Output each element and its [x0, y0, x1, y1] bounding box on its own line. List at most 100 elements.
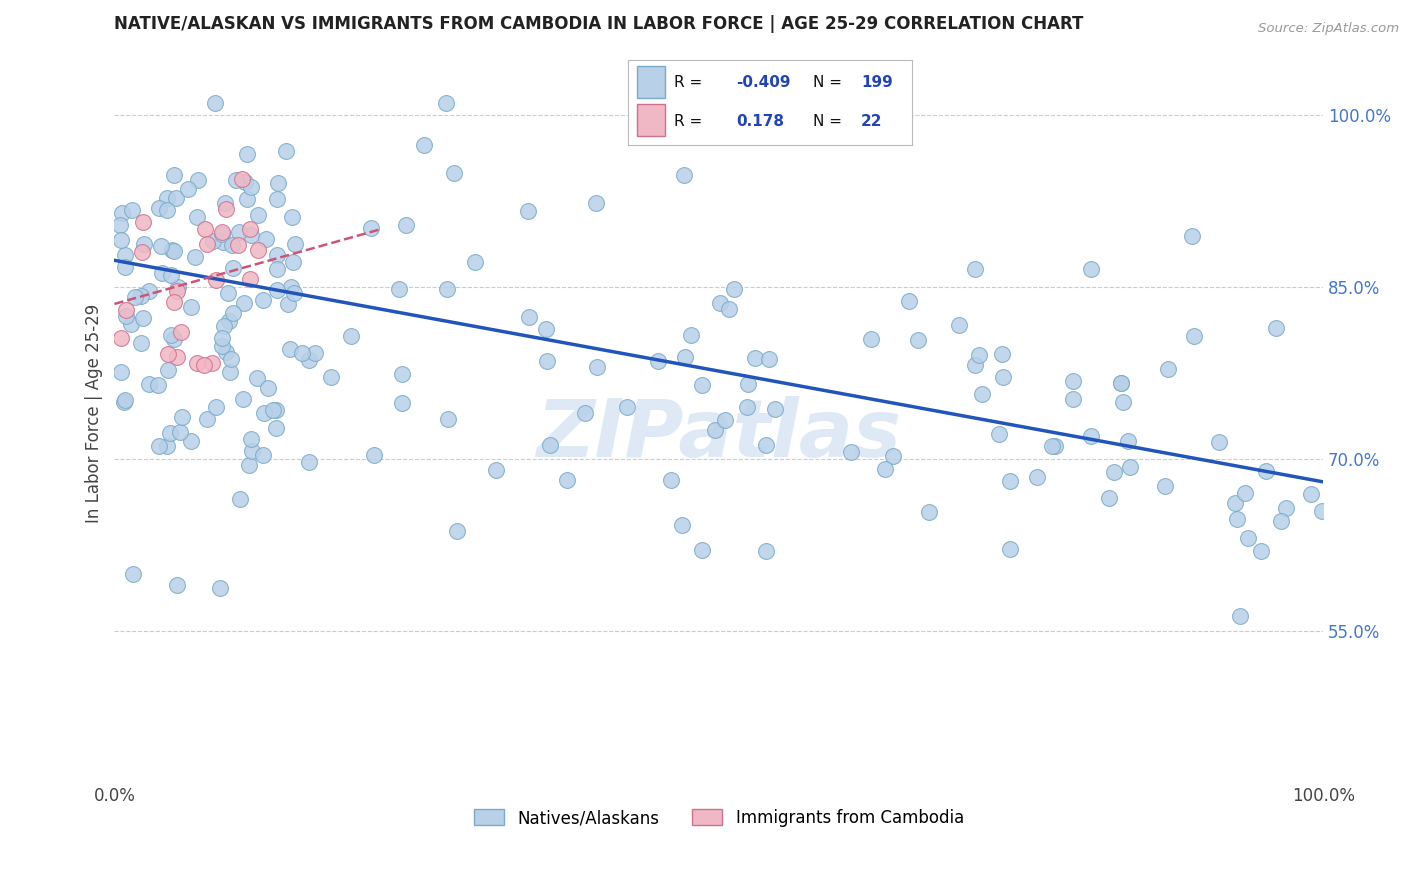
Point: [266, 192, 288, 206]
Point: [233, 175, 256, 189]
Point: [217, 286, 239, 301]
Point: [304, 346, 326, 360]
Point: [586, 360, 609, 375]
Point: [882, 449, 904, 463]
Point: [212, 319, 235, 334]
Point: [129, 335, 152, 350]
Point: [737, 377, 759, 392]
Point: [159, 268, 181, 282]
Point: [157, 347, 180, 361]
Point: [225, 173, 247, 187]
Point: [679, 327, 702, 342]
Point: [239, 227, 262, 242]
Point: [1208, 435, 1230, 450]
Point: [236, 146, 259, 161]
Point: [1265, 321, 1288, 335]
Point: [744, 351, 766, 365]
Point: [167, 280, 190, 294]
Point: [221, 306, 243, 320]
Point: [690, 378, 713, 392]
Point: [246, 208, 269, 222]
Point: [150, 239, 173, 253]
Point: [340, 329, 363, 343]
Point: [967, 348, 990, 362]
Point: [434, 96, 457, 111]
Point: [395, 218, 418, 232]
Point: [714, 413, 737, 427]
Point: [517, 310, 540, 324]
Point: [1025, 470, 1047, 484]
Point: [148, 377, 170, 392]
Point: [110, 331, 132, 345]
Point: [585, 195, 607, 210]
Point: [155, 439, 177, 453]
Point: [1112, 395, 1135, 409]
Point: [918, 504, 941, 518]
Point: [218, 365, 240, 379]
Point: [215, 345, 238, 359]
Point: [195, 236, 218, 251]
Point: [998, 474, 1021, 488]
Point: [671, 518, 693, 533]
Point: [157, 362, 180, 376]
Point: [690, 543, 713, 558]
Point: [221, 238, 243, 252]
Point: [1229, 609, 1251, 624]
Point: [534, 322, 557, 336]
Point: [165, 191, 187, 205]
Point: [1270, 514, 1292, 528]
Point: [201, 356, 224, 370]
Point: [132, 215, 155, 229]
Point: [236, 193, 259, 207]
Point: [1182, 328, 1205, 343]
Point: [212, 235, 235, 249]
Point: [1275, 501, 1298, 516]
Point: [120, 317, 142, 331]
Point: [110, 365, 132, 379]
Point: [266, 262, 288, 277]
Point: [204, 96, 226, 111]
Point: [160, 327, 183, 342]
Point: [970, 386, 993, 401]
Point: [1109, 376, 1132, 390]
Point: [1116, 434, 1139, 449]
Point: [1080, 429, 1102, 443]
Point: [129, 289, 152, 303]
Point: [163, 244, 186, 259]
Point: [262, 402, 284, 417]
Point: [574, 406, 596, 420]
Point: [148, 439, 170, 453]
Point: [413, 138, 436, 153]
Point: [238, 458, 260, 473]
Point: [1080, 261, 1102, 276]
Point: [1157, 362, 1180, 376]
Point: [965, 261, 987, 276]
Point: [1109, 376, 1132, 390]
Point: [231, 171, 253, 186]
Point: [1098, 491, 1121, 505]
Point: [291, 345, 314, 359]
Point: [132, 311, 155, 326]
Point: [219, 352, 242, 367]
Point: [131, 244, 153, 259]
Point: [214, 195, 236, 210]
Point: [1226, 512, 1249, 526]
Point: [242, 444, 264, 458]
Point: [755, 544, 778, 558]
Point: [112, 395, 135, 409]
Point: [114, 248, 136, 262]
Point: [184, 250, 207, 264]
Point: [965, 358, 987, 372]
Point: [148, 201, 170, 215]
Point: [115, 302, 138, 317]
Point: [238, 222, 260, 236]
Point: [723, 282, 745, 296]
Point: [201, 234, 224, 248]
Point: [240, 432, 263, 446]
Point: [873, 461, 896, 475]
Point: [114, 309, 136, 323]
Point: [253, 407, 276, 421]
Text: ZIPatlas: ZIPatlas: [536, 396, 901, 474]
Point: [755, 437, 778, 451]
Point: [257, 381, 280, 395]
